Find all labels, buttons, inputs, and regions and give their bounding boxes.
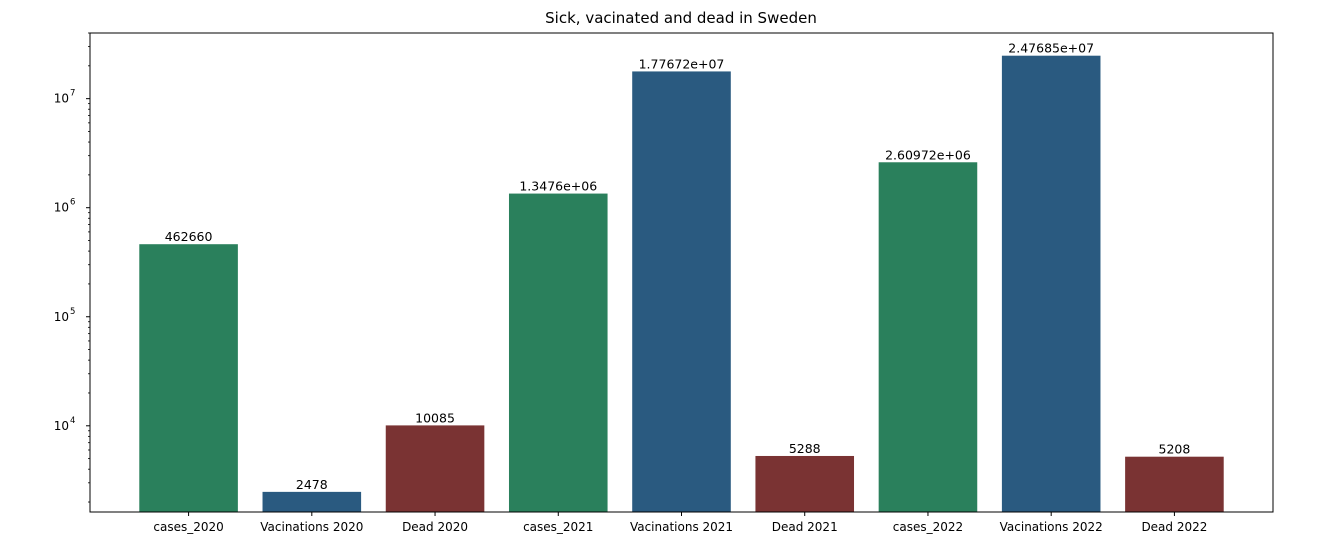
x-tick-label: cases_2022 — [893, 520, 963, 534]
x-axis-ticks: cases_2020 Vacinations 2020 Dead 2020 cases… — [153, 512, 1207, 534]
bar-value-label: 2.47685e+07 — [1008, 41, 1094, 56]
bar — [139, 244, 238, 513]
y-tick-exponent: 5 — [70, 307, 75, 317]
bar — [1125, 456, 1224, 512]
y-tick-exponent: 7 — [70, 89, 75, 99]
x-tick-label: cases_2021 — [523, 520, 593, 534]
bar — [878, 162, 978, 512]
y-tick-label: 10 — [54, 310, 69, 324]
x-tick-label: Vacinations 2021 — [630, 520, 733, 534]
bar — [385, 425, 485, 512]
x-tick-label: cases_2020 — [153, 520, 223, 534]
bar-value-label: 462660 — [165, 229, 213, 244]
y-tick-label: 10 — [54, 201, 69, 215]
bar-value-label: 5208 — [1159, 442, 1191, 457]
x-tick-label: Dead 2020 — [402, 520, 468, 534]
bar-value-label: 1.77672e+07 — [639, 56, 725, 71]
bar-value-label: 2.60972e+06 — [885, 147, 971, 162]
bar-value-label: 2478 — [296, 477, 328, 492]
bar — [1001, 55, 1101, 512]
bar — [632, 71, 731, 512]
chart-title: Sick, vacinated and dead in Sweden — [545, 9, 817, 27]
bar-value-label: 5288 — [789, 441, 821, 456]
bars-group — [139, 55, 1224, 513]
bar-value-label: 10085 — [415, 410, 455, 425]
bar — [755, 455, 855, 512]
plot-frame — [89, 32, 1274, 513]
data-labels-group: 462660 2478 10085 1.3476e+06 1.77672e+07 5288… — [165, 41, 1191, 492]
x-tick-label: Dead 2021 — [772, 520, 838, 534]
bar — [262, 491, 362, 512]
y-tick-exponent: 6 — [70, 198, 75, 208]
x-tick-label: Vacinations 2022 — [1000, 520, 1103, 534]
bar-value-label: 1.3476e+06 — [519, 179, 597, 194]
y-tick-exponent: 4 — [70, 416, 75, 426]
x-tick-label: Vacinations 2020 — [260, 520, 363, 534]
bar — [508, 193, 608, 512]
x-tick-label: Dead 2022 — [1141, 520, 1207, 534]
y-tick-label: 10 — [54, 419, 69, 433]
y-tick-label: 10 — [54, 92, 69, 106]
